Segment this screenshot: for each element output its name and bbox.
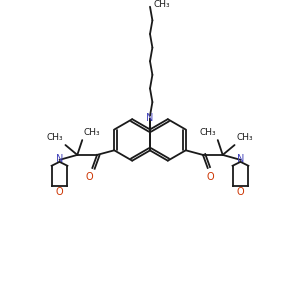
Text: O: O bbox=[85, 172, 93, 182]
Text: CH₃: CH₃ bbox=[83, 128, 100, 137]
Text: CH₃: CH₃ bbox=[236, 133, 253, 142]
Text: N: N bbox=[146, 113, 154, 123]
Text: O: O bbox=[56, 187, 63, 196]
Text: CH₃: CH₃ bbox=[47, 133, 64, 142]
Text: N: N bbox=[56, 154, 63, 164]
Text: CH₃: CH₃ bbox=[154, 0, 171, 9]
Text: N: N bbox=[237, 154, 244, 164]
Text: O: O bbox=[207, 172, 214, 182]
Text: CH₃: CH₃ bbox=[199, 128, 216, 137]
Text: O: O bbox=[237, 187, 244, 196]
